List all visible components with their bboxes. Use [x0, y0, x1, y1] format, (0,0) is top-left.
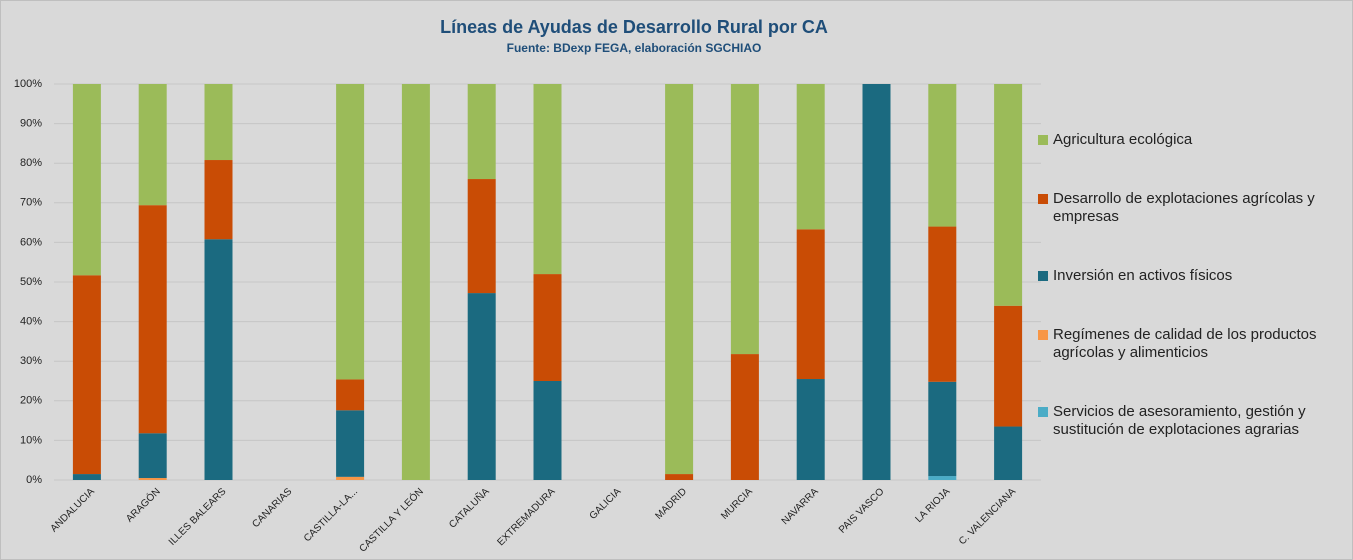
bar-segment — [138, 433, 167, 479]
x-tick-label: PAIS VASCO — [837, 486, 887, 536]
bar-segment — [138, 478, 167, 480]
bar-segment — [467, 84, 496, 180]
bar-segment — [336, 410, 365, 477]
bar-segment — [796, 379, 825, 480]
legend-label: Desarrollo de explotaciones agrícolas y … — [1053, 189, 1315, 225]
y-tick-label: 0% — [26, 474, 42, 486]
y-tick-label: 80% — [20, 157, 42, 169]
bar-segment — [665, 474, 694, 480]
legend-item: Inversión en activos físicos — [1038, 267, 1343, 285]
bar-segment — [862, 84, 891, 480]
y-tick-label: 20% — [20, 395, 42, 407]
bar-segment — [730, 354, 759, 480]
x-tick-label: MURCIA — [719, 486, 755, 522]
legend-label: Agricultura ecológica — [1053, 130, 1193, 148]
bar-segment — [467, 179, 496, 294]
legend-item: Desarrollo de explotaciones agrícolas y … — [1038, 190, 1343, 226]
y-tick-label: 10% — [20, 434, 42, 446]
bar-segment — [796, 229, 825, 380]
chart-title: Líneas de Ayudas de Desarrollo Rural por… — [440, 17, 828, 37]
legend-item: Regímenes de calidad de los productos ag… — [1038, 326, 1343, 362]
bar-segment — [204, 160, 233, 240]
y-tick-label: 40% — [20, 316, 42, 328]
y-tick-label: 90% — [20, 118, 42, 130]
legend-item: Agricultura ecológica — [1038, 131, 1343, 149]
legend-swatch — [1038, 330, 1048, 341]
x-tick-label: ARAGÓN — [123, 485, 163, 525]
bar-segment — [994, 426, 1023, 480]
legend-swatch — [1038, 193, 1048, 204]
x-tick-label: C. VALENCIANA — [957, 486, 1018, 547]
x-tick-label: LA RIOJA — [913, 486, 952, 525]
x-tick-label: ILLES BALEARS — [167, 486, 229, 548]
x-tick-label: EXTREMADURA — [495, 486, 557, 548]
bar-segment — [533, 381, 562, 480]
bar-segment — [533, 274, 562, 381]
x-tick-label: CASTILLA Y LEÓN — [356, 485, 426, 555]
x-tick-label: CANARIAS — [250, 486, 294, 530]
bar-segment — [336, 84, 365, 380]
bar-segment — [138, 84, 167, 206]
legend: Agricultura ecológica Desarrollo de explo… — [1038, 110, 1343, 460]
bar-segment — [796, 84, 825, 230]
y-tick-label: 60% — [20, 236, 42, 248]
bar-segment — [665, 84, 694, 475]
x-tick-label: CASTILLA-LA... — [302, 486, 360, 544]
x-tick-label: MADRID — [653, 486, 689, 522]
bar-segment — [928, 381, 957, 477]
legend-label: Servicios de asesoramiento, gestión y su… — [1053, 403, 1306, 439]
legend-label: Regímenes de calidad de los productos ag… — [1053, 326, 1317, 362]
bar-segment — [204, 239, 233, 480]
bar-segment — [72, 275, 101, 475]
legend-swatch — [1038, 270, 1048, 281]
bar-segment — [928, 476, 957, 480]
x-tick-label: GALICIA — [588, 486, 624, 522]
legend-swatch — [1038, 134, 1048, 145]
bar-segment — [72, 474, 101, 480]
x-tick-label: ANDALUCIA — [49, 486, 97, 534]
bar-segment — [994, 305, 1023, 427]
bar-segment — [533, 84, 562, 275]
bar-segment — [730, 84, 759, 355]
y-tick-label: 30% — [20, 355, 42, 367]
x-tick-label: CATALUÑA — [446, 485, 492, 531]
bar-segment — [994, 84, 1023, 306]
x-tick-label: NAVARRA — [780, 486, 821, 527]
y-tick-label: 70% — [20, 197, 42, 209]
bar-segment — [928, 226, 957, 382]
bar-segment — [138, 205, 167, 434]
bar-segment — [467, 293, 496, 480]
chart-subtitle: Fuente: BDexp FEGA, elaboración SGCHIAO — [507, 41, 762, 55]
bar-segment — [72, 84, 101, 276]
legend-item: Servicios de asesoramiento, gestión y su… — [1038, 403, 1343, 439]
bar-segment — [928, 84, 957, 227]
y-tick-label: 50% — [20, 276, 42, 288]
bar-segment — [204, 84, 233, 161]
bar-segment — [401, 84, 430, 480]
legend-label: Inversión en activos físicos — [1053, 266, 1233, 284]
bar-segment — [336, 379, 365, 411]
y-tick-label: 100% — [14, 78, 42, 90]
legend-swatch — [1038, 407, 1048, 418]
bar-segment — [336, 476, 365, 480]
